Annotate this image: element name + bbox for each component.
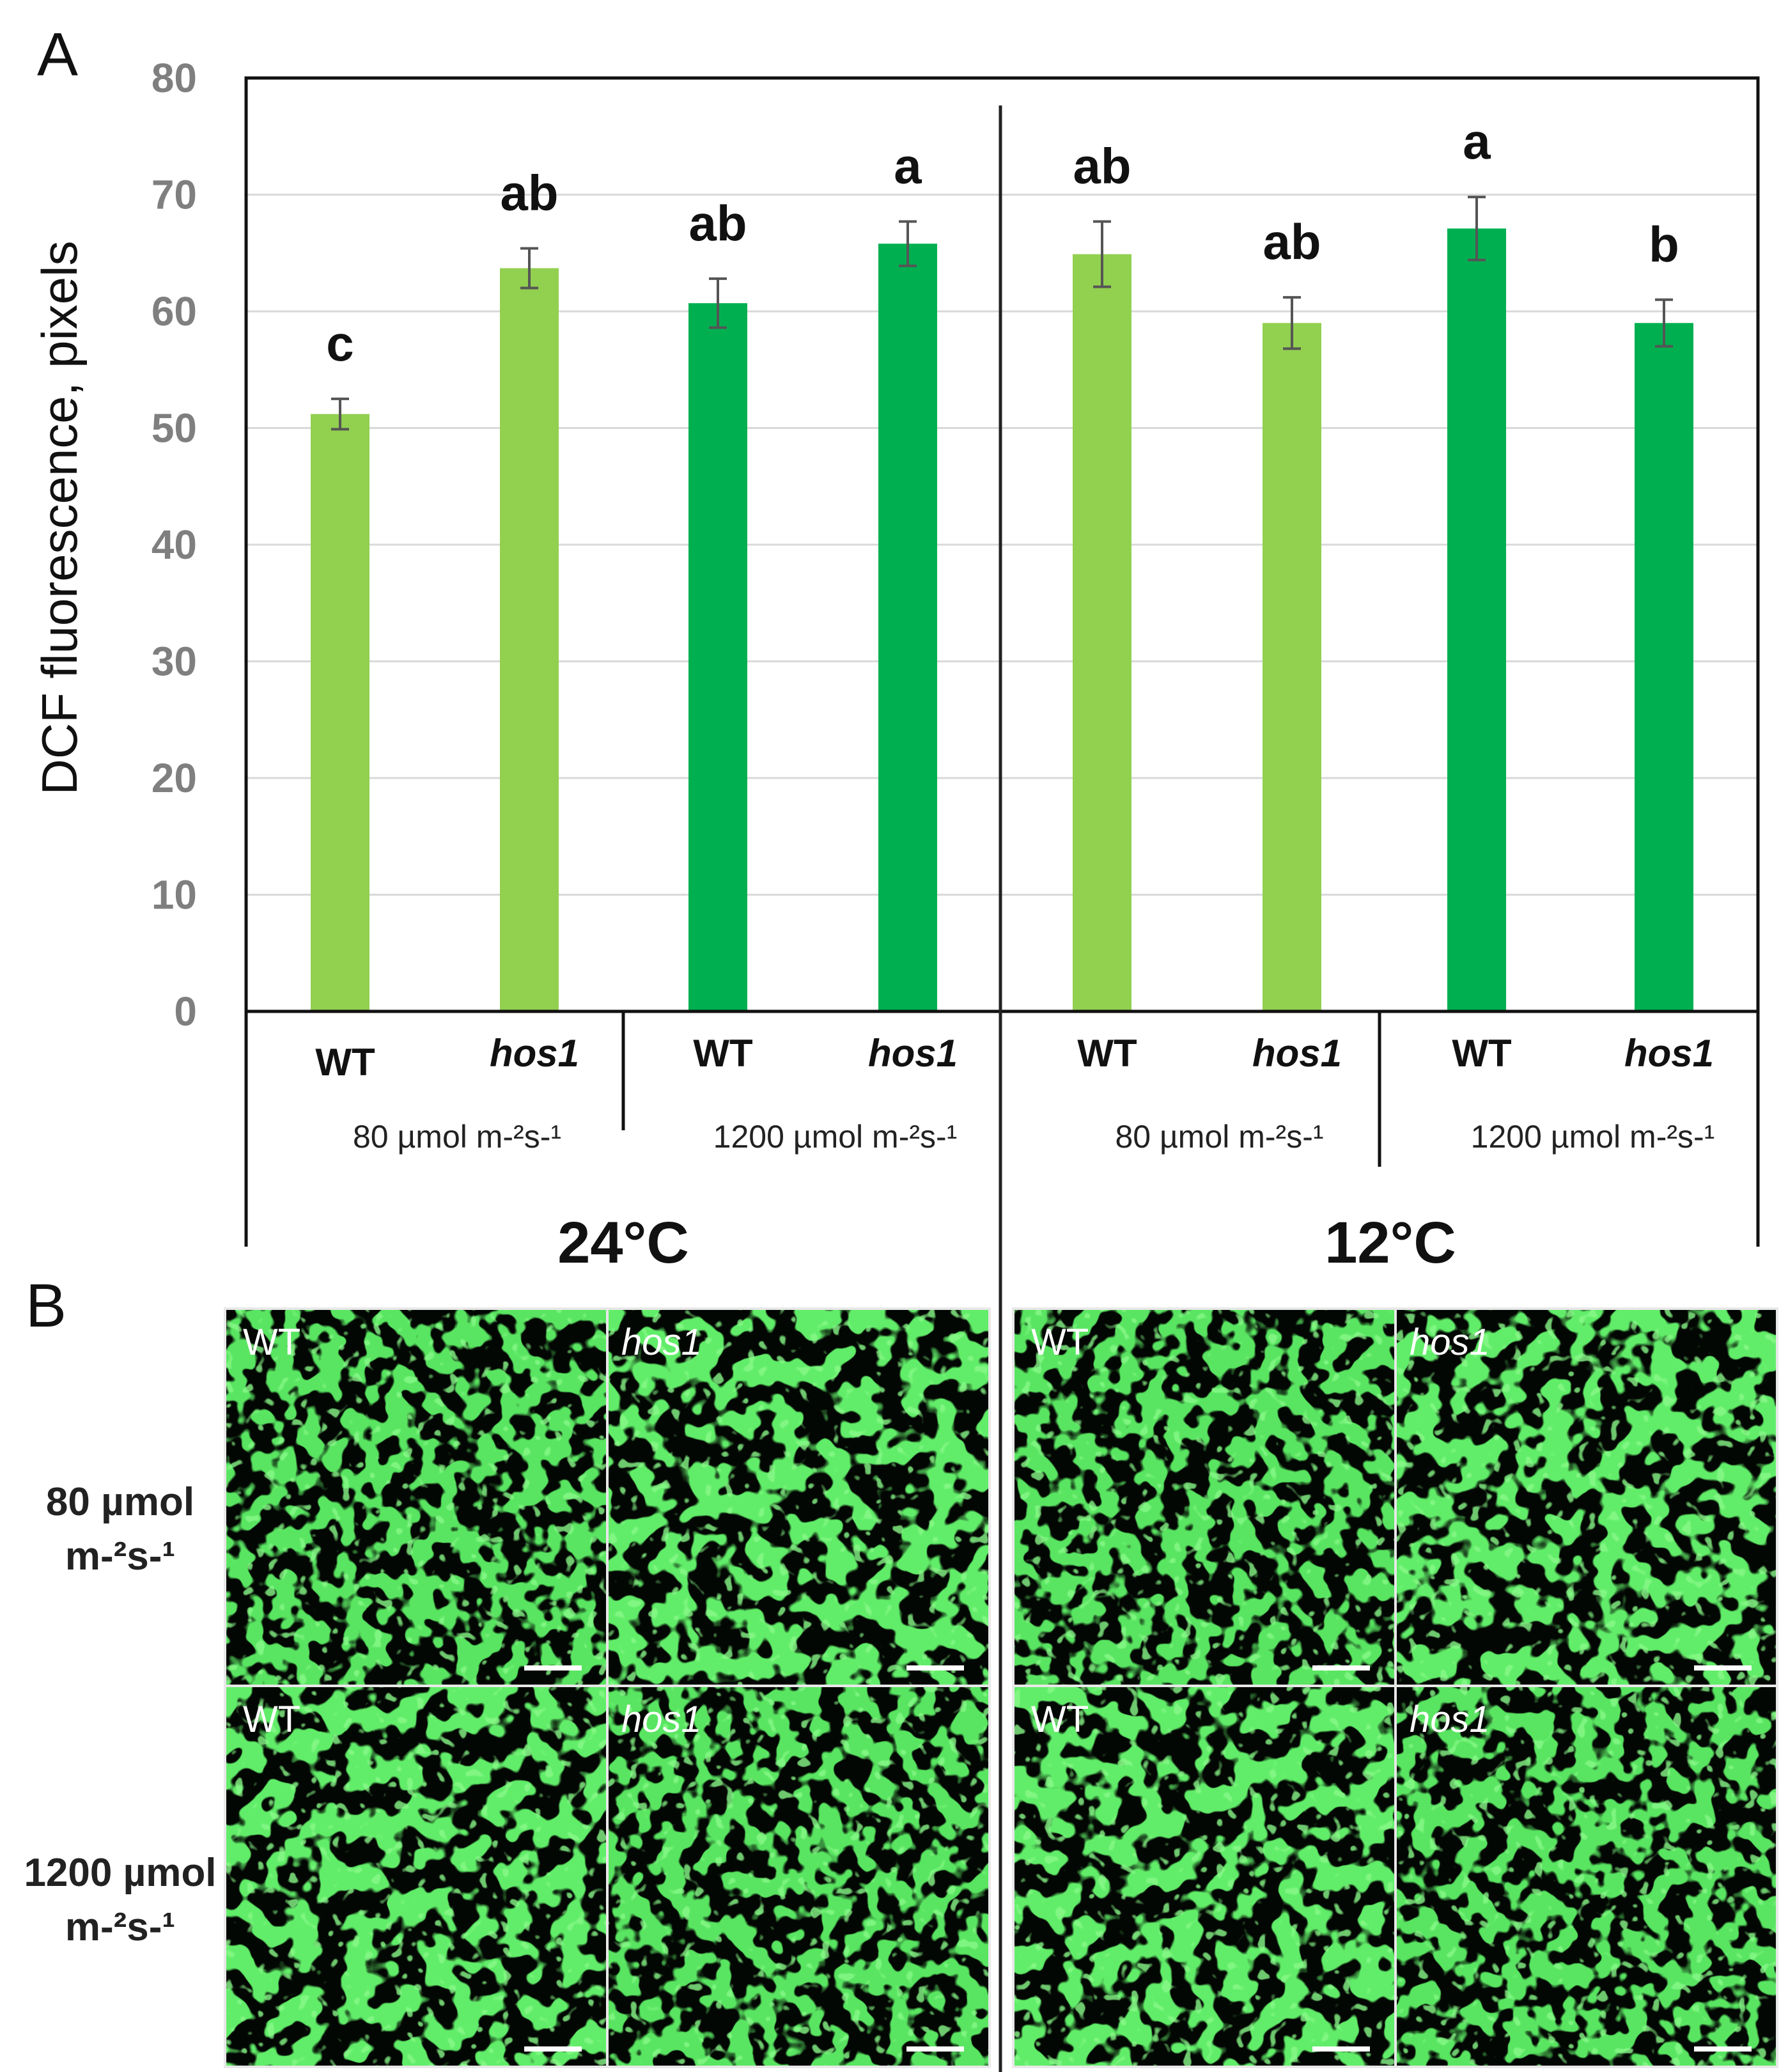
x-genotype-label: hos1 bbox=[490, 1032, 579, 1075]
y-tick-label: 0 bbox=[174, 988, 197, 1034]
micrograph-label: WT bbox=[243, 1321, 300, 1363]
significance-letter: a bbox=[1463, 113, 1491, 169]
panel-b-micrographs: WT hos1 WT hos1 WT hos1 WT hos1 bbox=[224, 1307, 1778, 2068]
y-tick-labels: 0 10 20 30 40 50 60 70 80 bbox=[152, 55, 197, 1034]
y-tick-label: 20 bbox=[152, 755, 197, 801]
significance-letter: a bbox=[894, 137, 922, 194]
bar-24c-1200-hos1 bbox=[878, 244, 937, 1011]
y-tick-label: 40 bbox=[152, 522, 197, 568]
micrograph-chloroplasts bbox=[1395, 1686, 1777, 2067]
x-genotype-label: hos1 bbox=[1624, 1032, 1714, 1075]
micrograph-label: hos1 bbox=[1410, 1321, 1490, 1363]
x-light-label: 80 µmol m-²s-¹ bbox=[1115, 1119, 1323, 1155]
error-bar bbox=[899, 220, 917, 267]
micrograph-chloroplasts bbox=[1013, 1686, 1395, 2067]
y-tick-label: 10 bbox=[152, 872, 197, 918]
bar-12c-1200-hos1 bbox=[1635, 323, 1693, 1011]
y-tick-label: 70 bbox=[152, 172, 197, 218]
error-bar bbox=[709, 277, 727, 329]
bar-24c-80-wt bbox=[311, 414, 369, 1011]
error-bars bbox=[331, 196, 1673, 431]
significance-letter: ab bbox=[1263, 214, 1321, 270]
micrograph-chloroplasts bbox=[1013, 1309, 1395, 1686]
micrograph-chloroplasts bbox=[1395, 1309, 1777, 1686]
y-tick-label: 50 bbox=[152, 405, 197, 451]
micrograph-border bbox=[1394, 1685, 1778, 2068]
error-bar bbox=[1655, 298, 1673, 348]
micrograph-label: WT bbox=[243, 1699, 300, 1740]
temperature-label-12: 12°C bbox=[1325, 1210, 1456, 1275]
x-category-labels: WT hos1 80 µmol m-²s-¹ WT hos1 1200 µmol m-²s… bbox=[315, 1032, 1714, 1155]
y-tick-label: 80 bbox=[152, 55, 197, 101]
y-axis-label: DCF fluorescence, pixels bbox=[31, 241, 88, 795]
y-tick-label: 60 bbox=[152, 288, 197, 334]
error-bar bbox=[1093, 220, 1111, 288]
y-tick-label: 30 bbox=[152, 639, 197, 685]
x-category-table bbox=[244, 1011, 1760, 1247]
bar-12c-80-hos1 bbox=[1263, 323, 1321, 1011]
error-bar bbox=[520, 247, 538, 290]
panel-b-letter: B bbox=[26, 1272, 66, 1340]
micrograph-80-12c-wt: WT bbox=[1012, 1307, 1397, 1687]
micrograph-chloroplasts bbox=[225, 1686, 607, 2067]
micrograph-1200-12c-hos1: hos1 bbox=[1394, 1685, 1778, 2068]
x-genotype-label: WT bbox=[315, 1041, 375, 1084]
bar-12c-1200-wt bbox=[1447, 228, 1506, 1011]
micrograph-1200-24c-wt: WT bbox=[224, 1685, 609, 2068]
x-light-label: 80 µmol m-²s-¹ bbox=[353, 1119, 561, 1155]
panel-a-letter: A bbox=[37, 20, 78, 89]
error-bar bbox=[1283, 296, 1301, 350]
significance-letter: ab bbox=[1073, 137, 1131, 194]
x-genotype-label: hos1 bbox=[868, 1032, 958, 1075]
error-bar bbox=[331, 397, 349, 431]
x-light-label: 1200 µmol m-²s-¹ bbox=[713, 1119, 958, 1155]
error-bar bbox=[1468, 196, 1486, 261]
significance-letter: ab bbox=[500, 164, 558, 221]
bars bbox=[311, 228, 1693, 1012]
micrograph-chloroplasts bbox=[607, 1309, 990, 1686]
micrograph-border bbox=[606, 1685, 991, 2068]
row-label-1200-line1: 1200 µmol bbox=[24, 1851, 216, 1895]
significance-letter: b bbox=[1649, 216, 1679, 272]
significance-letter: c bbox=[326, 315, 354, 371]
x-genotype-label: WT bbox=[1452, 1032, 1511, 1075]
bar-12c-80-wt bbox=[1073, 254, 1131, 1012]
x-light-label: 1200 µmol m-²s-¹ bbox=[1471, 1119, 1715, 1155]
micrograph-80-24c-wt: WT bbox=[224, 1307, 609, 1687]
micrograph-label: hos1 bbox=[621, 1699, 702, 1740]
micrograph-80-24c-hos1: hos1 bbox=[606, 1307, 991, 1687]
row-label-80-line2: m-²s-¹ bbox=[65, 1534, 175, 1578]
micrograph-1200-12c-wt: WT bbox=[1012, 1685, 1397, 2068]
significance-letter: ab bbox=[688, 195, 747, 251]
bar-24c-80-hos1 bbox=[500, 268, 559, 1012]
x-genotype-label: WT bbox=[693, 1032, 752, 1075]
micrograph-1200-24c-hos1: hos1 bbox=[606, 1685, 991, 2068]
micrograph-label: hos1 bbox=[621, 1321, 702, 1363]
micrograph-label: hos1 bbox=[1410, 1699, 1490, 1740]
row-label-80-line1: 80 µmol bbox=[46, 1480, 194, 1524]
micrograph-80-12c-hos1: hos1 bbox=[1394, 1307, 1778, 1687]
micrograph-label: WT bbox=[1031, 1321, 1089, 1363]
x-genotype-label: hos1 bbox=[1252, 1032, 1342, 1075]
row-label-1200-line2: m-²s-¹ bbox=[65, 1905, 175, 1949]
micrograph-chloroplasts bbox=[225, 1309, 607, 1686]
micrograph-label: WT bbox=[1031, 1699, 1089, 1740]
bar-24c-1200-wt bbox=[688, 303, 747, 1012]
temperature-label-24: 24°C bbox=[557, 1210, 689, 1275]
x-genotype-label: WT bbox=[1077, 1032, 1137, 1075]
micrograph-chloroplasts bbox=[607, 1686, 990, 2067]
panel-b-row-labels: 80 µmol m-²s-¹ 1200 µmol m-²s-¹ bbox=[24, 1480, 216, 1949]
